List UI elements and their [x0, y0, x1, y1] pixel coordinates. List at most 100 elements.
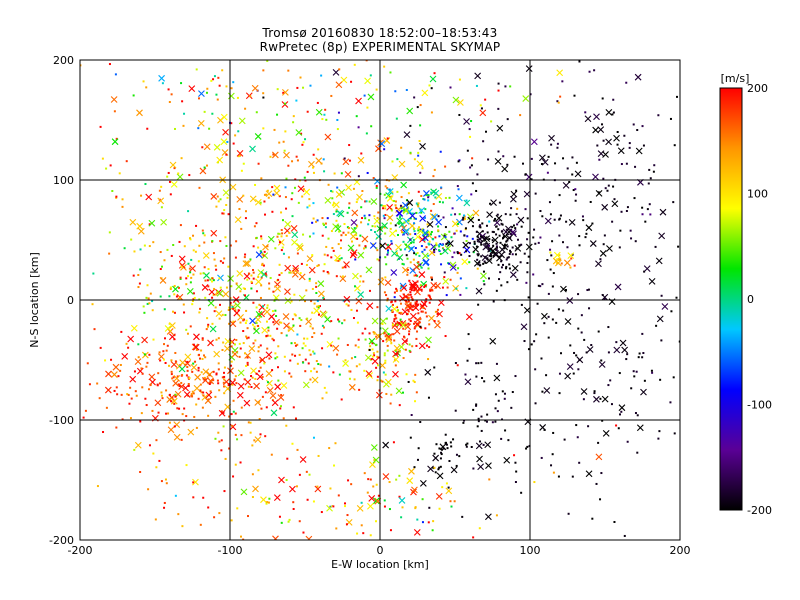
scatter-point-x: [258, 310, 266, 318]
scatter-point-dot: [169, 193, 172, 196]
scatter-point-dot: [413, 322, 416, 325]
scatter-point-dot: [557, 475, 560, 478]
scatter-point-dot: [225, 203, 228, 206]
scatter-point-dot: [274, 352, 277, 355]
scatter-point-dot: [439, 457, 442, 460]
scatter-point-x: [580, 388, 588, 395]
scatter-point-dot: [431, 237, 434, 240]
scatter-point-x: [305, 535, 313, 540]
scatter-point-dot: [489, 253, 492, 256]
scatter-point-dot: [137, 356, 140, 359]
scatter-point-dot: [259, 433, 262, 436]
scatter-point-dot: [280, 249, 283, 252]
scatter-point-x: [317, 290, 325, 298]
scatter-point-dot: [465, 239, 468, 242]
scatter-point-dot: [482, 270, 485, 273]
scatter-point-dot: [347, 227, 350, 230]
scatter-point-dot: [416, 280, 419, 283]
scatter-point-dot: [488, 238, 491, 241]
scatter-point-dot: [207, 323, 210, 326]
scatter-point-x: [317, 280, 325, 288]
scatter-point-dot: [395, 229, 398, 232]
scatter-point-x: [598, 361, 606, 368]
scatter-point-dot: [304, 344, 307, 347]
scatter-point-dot: [346, 514, 349, 517]
scatter-point-dot: [382, 205, 385, 208]
scatter-point-dot: [227, 308, 230, 311]
scatter-point-dot: [439, 243, 442, 246]
scatter-point-dot: [569, 266, 572, 269]
scatter-point-x: [273, 318, 280, 326]
scatter-point-dot: [620, 210, 623, 213]
scatter-point-dot: [291, 192, 294, 195]
scatter-point-dot: [249, 431, 252, 434]
scatter-point-x: [216, 289, 224, 297]
scatter-point-dot: [276, 235, 279, 238]
scatter-point-x: [451, 220, 459, 228]
scatter-point-dot: [463, 214, 466, 217]
scatter-point-dot: [472, 408, 475, 411]
scatter-point-dot: [412, 238, 415, 241]
colorbar-tick-label: -200: [747, 504, 772, 517]
scatter-point-x: [350, 249, 358, 257]
scatter-point-dot: [623, 534, 626, 537]
scatter-point-x: [410, 283, 418, 291]
scatter-point-x: [400, 284, 408, 292]
scatter-point-dot: [360, 501, 363, 504]
scatter-point-dot: [234, 375, 237, 378]
scatter-point-x: [648, 277, 656, 285]
scatter-point-x: [421, 252, 429, 260]
scatter-point-dot: [266, 381, 269, 384]
scatter-point-x: [601, 203, 609, 211]
scatter-point-dot: [410, 289, 413, 292]
scatter-point-dot: [315, 292, 318, 295]
scatter-point-dot: [575, 424, 578, 427]
scatter-point-dot: [580, 331, 583, 334]
scatter-point-dot: [641, 332, 644, 335]
scatter-point-dot: [257, 469, 260, 472]
scatter-point-x: [474, 72, 482, 80]
scatter-point-dot: [145, 404, 148, 407]
scatter-point-dot: [457, 188, 460, 191]
scatter-point-dot: [235, 282, 238, 285]
scatter-point-x: [611, 200, 619, 208]
scatter-point-dot: [480, 361, 483, 364]
scatter-point-x: [240, 488, 248, 496]
scatter-point-dot: [383, 148, 386, 151]
scatter-point-dot: [113, 110, 116, 113]
scatter-point-dot: [265, 334, 268, 337]
scatter-point-dot: [371, 355, 374, 358]
scatter-point-dot: [221, 348, 224, 351]
scatter-point-x: [485, 462, 492, 470]
scatter-point-dot: [258, 370, 261, 373]
scatter-point-dot: [192, 481, 195, 484]
scatter-point-x: [391, 174, 399, 181]
scatter-point-dot: [179, 224, 182, 227]
scatter-point-dot: [202, 354, 205, 357]
scatter-point-dot: [219, 286, 222, 289]
scatter-point-dot: [294, 417, 297, 420]
scatter-point-dot: [350, 240, 353, 243]
scatter-point-dot: [556, 146, 559, 149]
scatter-point-x: [244, 378, 252, 386]
scatter-point-dot: [495, 233, 498, 236]
scatter-point-dot: [430, 87, 433, 90]
scatter-point-x: [110, 371, 118, 378]
scatter-point-dot: [427, 396, 430, 399]
scatter-point-dot: [580, 314, 583, 317]
scatter-point-x: [441, 247, 449, 255]
scatter-point-x: [402, 266, 409, 274]
scatter-point-dot: [257, 350, 260, 353]
scatter-point-dot: [502, 235, 505, 238]
scatter-point-dot: [152, 338, 155, 341]
scatter-point-dot: [379, 140, 382, 143]
scatter-point-dot: [278, 273, 281, 276]
scatter-point-dot: [413, 327, 416, 330]
scatter-point-x: [283, 322, 290, 330]
scatter-point-dot: [405, 313, 408, 316]
scatter-point-x: [489, 247, 497, 255]
scatter-point-dot: [523, 340, 526, 343]
scatter-point-dot: [407, 322, 410, 325]
scatter-point-dot: [576, 436, 579, 439]
scatter-point-dot: [341, 322, 344, 325]
